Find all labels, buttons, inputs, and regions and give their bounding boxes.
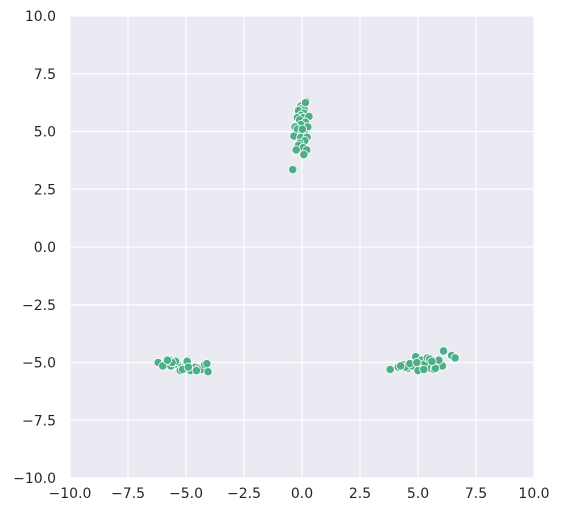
x-tick-label: 2.5 [349, 486, 371, 502]
data-point [183, 362, 193, 372]
x-axis-tick-labels: −10.0 −7.5 −5.0 −2.5 0.0 2.5 5.0 7.5 10.0 [49, 486, 550, 502]
data-point [438, 346, 449, 356]
data-point [419, 364, 429, 375]
data-point [297, 124, 308, 134]
x-tick-label: −7.5 [111, 486, 145, 502]
x-tick-label: −2.5 [227, 486, 261, 502]
x-tick-label: 7.5 [465, 486, 487, 502]
y-tick-label: 0.0 [34, 240, 56, 256]
data-point [162, 355, 173, 365]
data-point [202, 359, 212, 369]
data-point [385, 364, 395, 375]
data-point [191, 365, 202, 376]
data-point [395, 361, 406, 371]
data-point [299, 150, 309, 160]
x-tick-label: 5.0 [407, 486, 429, 502]
y-tick-label: 2.5 [34, 182, 56, 198]
grid-lines [69, 15, 535, 479]
y-tick-label: −10.0 [13, 471, 56, 487]
x-tick-label: 10.0 [518, 486, 549, 502]
data-point [291, 145, 301, 155]
data-point [412, 357, 422, 368]
data-point [427, 356, 437, 366]
y-axis-tick-labels: 10.0 7.5 5.0 2.5 0.0 −2.5 −5.0 −7.5 −10.0 [13, 9, 56, 487]
data-point [450, 353, 460, 363]
y-tick-label: −5.0 [22, 356, 56, 372]
x-tick-label: −5.0 [169, 486, 203, 502]
y-tick-label: 7.5 [34, 67, 56, 83]
y-tick-label: 5.0 [34, 125, 56, 141]
data-points [153, 96, 460, 377]
x-tick-label: 0.0 [291, 486, 313, 502]
data-point [300, 98, 311, 108]
y-tick-label: −7.5 [22, 413, 56, 429]
data-point [203, 367, 213, 377]
y-tick-label: 10.0 [25, 9, 56, 25]
x-tick-label: −10.0 [49, 486, 92, 502]
data-point [288, 165, 298, 175]
y-tick-label: −2.5 [22, 298, 56, 314]
